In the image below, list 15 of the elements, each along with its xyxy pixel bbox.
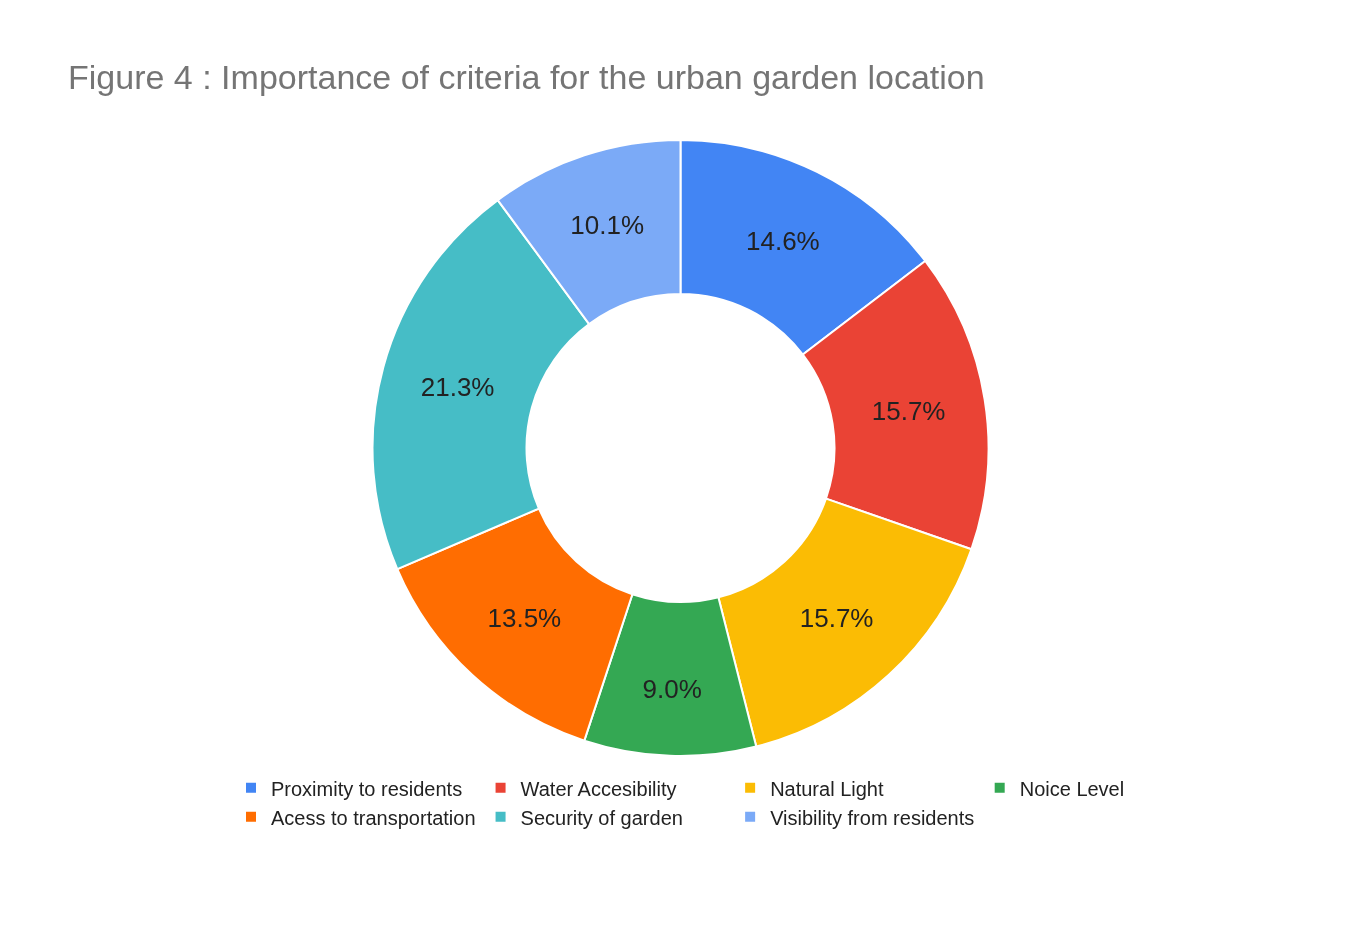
legend-label: Security of garden: [520, 806, 683, 829]
legend-label: Natural Light: [770, 777, 884, 800]
data-label: 10.1%: [570, 210, 645, 241]
data-label: 14.6%: [746, 225, 820, 256]
data-label: 9.0%: [642, 673, 702, 704]
legend-label: Proximity to residents: [271, 777, 463, 800]
legend-label: Noice Level: [1019, 777, 1125, 800]
data-label: 15.7%: [799, 603, 874, 634]
data-label: 15.7%: [871, 396, 946, 427]
legend-label: Visibility from residents: [770, 806, 975, 829]
data-label: 13.5%: [487, 603, 562, 634]
data-label: 21.3%: [420, 372, 495, 403]
legend-label: Water Accesibility: [520, 777, 677, 800]
legend-label: Acess to transportation: [271, 806, 476, 829]
chart-title: Figure 4 : Importance of criteria for the urban garden location: [68, 57, 985, 96]
